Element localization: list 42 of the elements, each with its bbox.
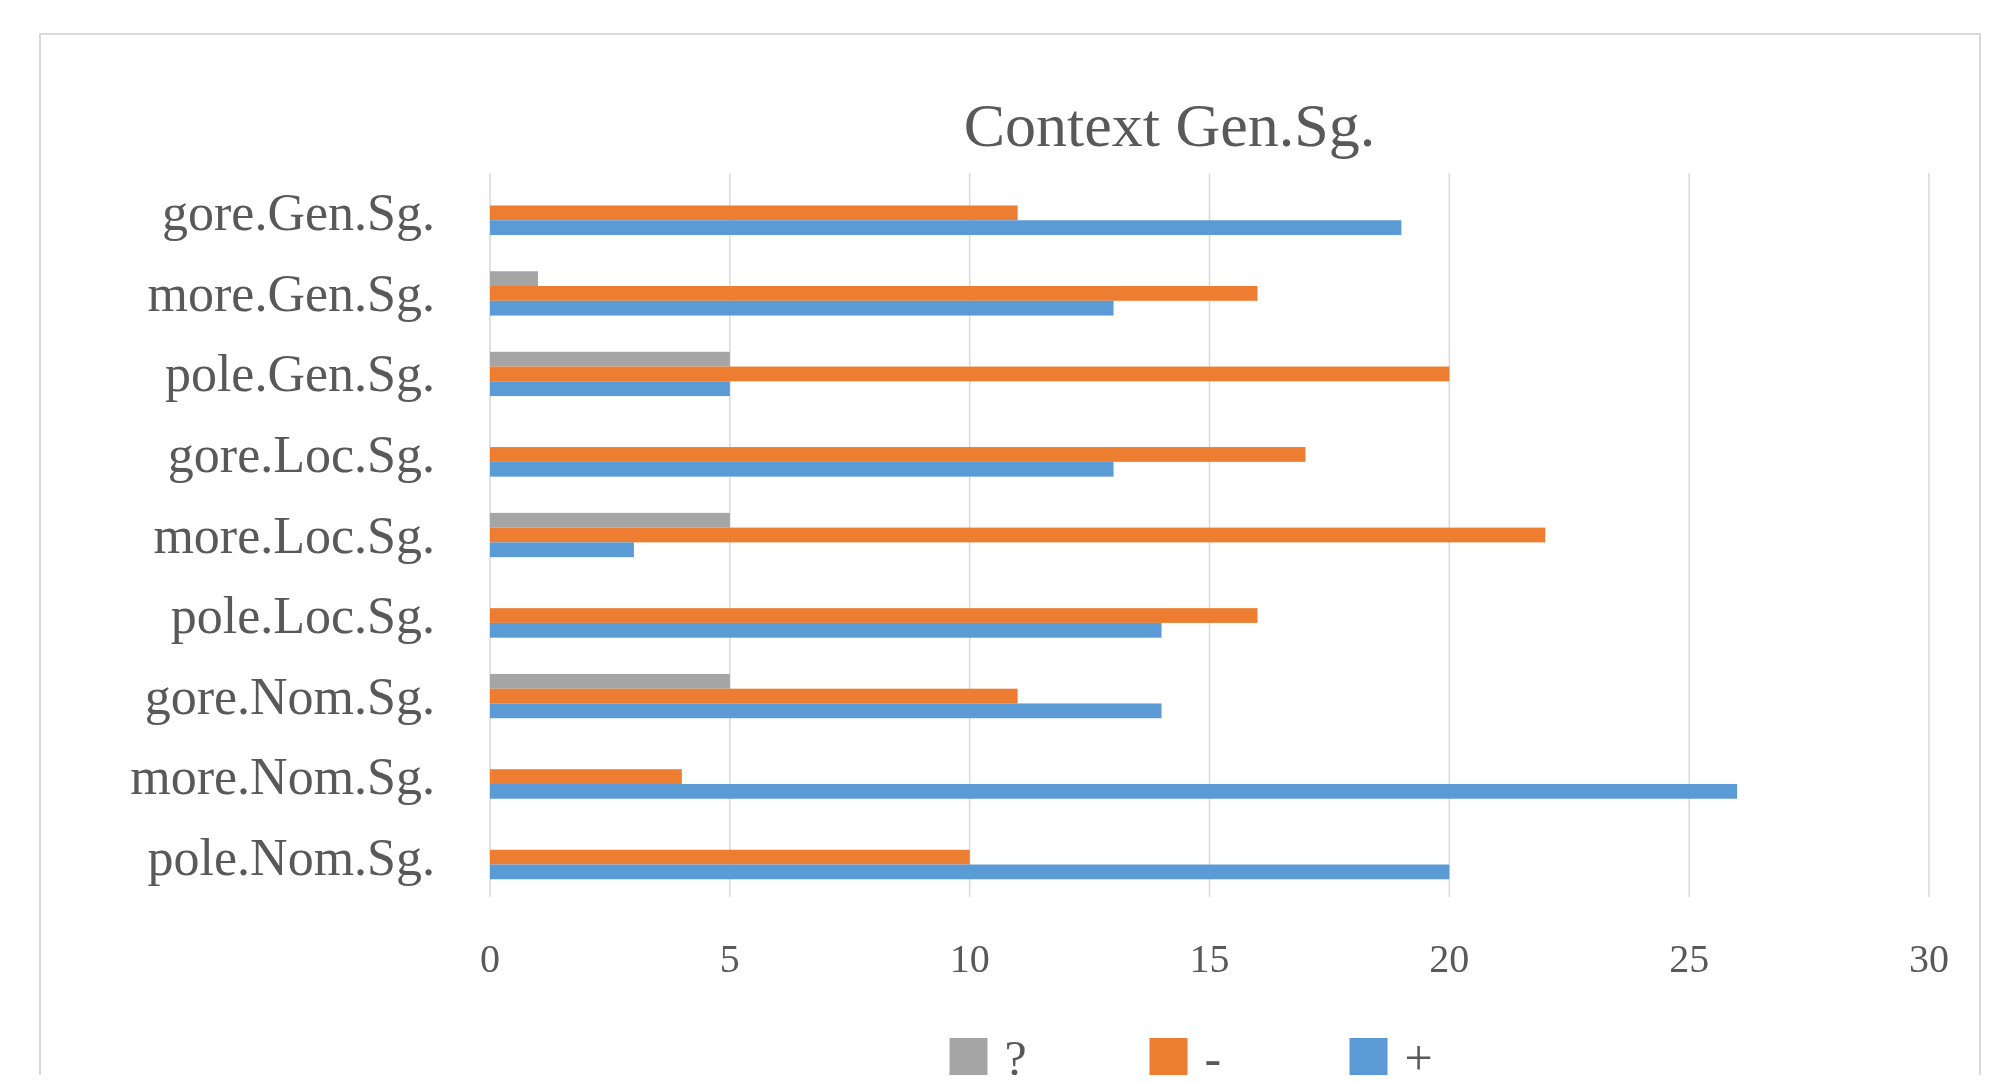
bar [490,608,1258,623]
x-tick-label: 25 [1669,936,1710,981]
bar [490,622,1162,638]
y-tick-label: more.Nom.Sg. [130,748,435,806]
legend-label: ? [1004,1030,1027,1083]
y-tick-label: gore.Loc.Sg. [167,425,435,483]
bar [490,300,1114,316]
bar [490,366,1450,382]
bar [490,688,1018,704]
bar [490,286,1258,301]
bar [490,673,730,689]
x-tick-label: 0 [480,936,500,981]
bar [490,783,1738,799]
bar [490,864,1450,880]
bar [490,381,730,397]
legend-label: + [1404,1030,1433,1083]
bar [490,849,970,865]
x-tick-label: 15 [1189,936,1230,981]
y-tick-label: gore.Nom.Sg. [144,667,435,725]
bar [490,703,1162,719]
y-tick-label: gore.Gen.Sg. [162,184,435,242]
legend-label: - [1204,1030,1222,1083]
bar [490,351,730,367]
bar [490,527,1546,543]
chart-title: Context Gen.Sg. [963,91,1376,159]
x-tick-label: 30 [1909,936,1949,981]
bar [490,447,1306,462]
x-tick-label: 10 [949,936,990,981]
x-tick-label: 20 [1429,936,1470,981]
y-tick-label: pole.Nom.Sg. [147,828,435,886]
y-tick-label: more.Gen.Sg. [147,264,435,322]
bar [490,461,1114,477]
y-tick-label: more.Loc.Sg. [153,506,435,564]
bar [490,769,682,784]
bar [490,205,1018,221]
y-tick-label: pole.Loc.Sg. [170,587,435,645]
x-tick-label: 5 [719,936,740,981]
bar [490,512,730,528]
y-tick-label: pole.Gen.Sg. [164,345,435,403]
bar [490,271,538,287]
bar [490,542,634,558]
bar [490,220,1402,236]
